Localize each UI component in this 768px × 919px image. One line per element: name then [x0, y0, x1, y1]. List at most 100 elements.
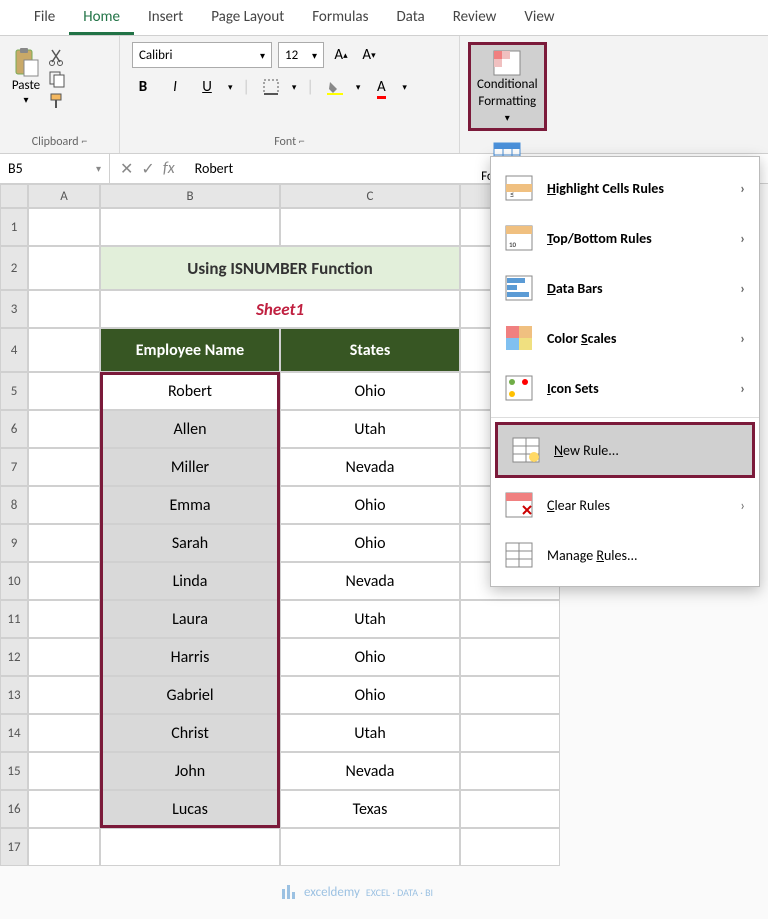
menu-data-bars[interactable]: Data Bars › — [491, 263, 759, 313]
cell-state[interactable]: Texas — [280, 790, 460, 828]
sheet-label-cell[interactable]: Sheet1 — [100, 290, 460, 328]
row-header[interactable]: 8 — [0, 486, 28, 524]
row-header[interactable]: 11 — [0, 600, 28, 638]
fill-color-button[interactable] — [324, 76, 346, 98]
font-name-select[interactable]: Calibri▾ — [132, 42, 272, 68]
cell[interactable] — [460, 828, 560, 866]
row-header[interactable]: 7 — [0, 448, 28, 486]
col-header[interactable]: C — [280, 184, 460, 208]
italic-button[interactable]: I — [164, 76, 186, 98]
row-header[interactable]: 16 — [0, 790, 28, 828]
cell[interactable] — [28, 208, 100, 246]
cell[interactable] — [28, 410, 100, 448]
row-header[interactable]: 2 — [0, 246, 28, 290]
row-header[interactable]: 13 — [0, 676, 28, 714]
cell-state[interactable]: Nevada — [280, 752, 460, 790]
cell-state[interactable]: Ohio — [280, 676, 460, 714]
cell-name[interactable]: Laura — [100, 600, 280, 638]
underline-button[interactable]: U — [196, 76, 218, 98]
title-cell[interactable]: Using ISNUMBER Function — [100, 246, 460, 290]
cancel-icon[interactable]: ✕ — [120, 159, 133, 179]
cell-name[interactable]: Linda — [100, 562, 280, 600]
enter-icon[interactable]: ✓ — [141, 159, 154, 179]
tab-insert[interactable]: Insert — [134, 0, 197, 35]
tab-file[interactable]: File — [20, 0, 69, 35]
cell[interactable] — [280, 828, 460, 866]
tab-view[interactable]: View — [510, 0, 568, 35]
row-header[interactable]: 4 — [0, 328, 28, 372]
cell[interactable] — [28, 676, 100, 714]
cell[interactable] — [28, 524, 100, 562]
cell-state[interactable]: Ohio — [280, 638, 460, 676]
cell[interactable] — [28, 486, 100, 524]
copy-icon[interactable] — [48, 70, 66, 88]
cell-name[interactable]: Sarah — [100, 524, 280, 562]
cell[interactable] — [460, 638, 560, 676]
cell[interactable] — [28, 828, 100, 866]
menu-clear-rules[interactable]: Clear Rules › — [491, 480, 759, 530]
cell-name[interactable]: Robert — [100, 372, 280, 410]
cell-state[interactable]: Utah — [280, 600, 460, 638]
cell-name[interactable]: Christ — [100, 714, 280, 752]
cell-name[interactable]: Miller — [100, 448, 280, 486]
cell[interactable] — [100, 828, 280, 866]
col-header[interactable]: A — [28, 184, 100, 208]
cell[interactable] — [460, 714, 560, 752]
cell[interactable] — [28, 752, 100, 790]
row-header[interactable]: 15 — [0, 752, 28, 790]
cell[interactable] — [28, 600, 100, 638]
cell[interactable] — [280, 208, 460, 246]
row-header[interactable]: 6 — [0, 410, 28, 448]
row-header[interactable]: 1 — [0, 208, 28, 246]
fx-icon[interactable]: fx — [163, 159, 175, 179]
cell-name[interactable]: Allen — [100, 410, 280, 448]
cell[interactable] — [100, 208, 280, 246]
menu-color-scales[interactable]: Color Scales › — [491, 313, 759, 363]
row-header[interactable]: 14 — [0, 714, 28, 752]
cell-state[interactable]: Nevada — [280, 448, 460, 486]
font-size-select[interactable]: 12▾ — [278, 42, 324, 68]
decrease-font-icon[interactable]: A▾ — [358, 44, 380, 66]
cell[interactable] — [28, 714, 100, 752]
font-color-button[interactable]: A — [370, 76, 392, 98]
row-header[interactable]: 12 — [0, 638, 28, 676]
conditional-formatting-button[interactable]: Conditional Formatting▾ — [468, 42, 547, 131]
cell-state[interactable]: Utah — [280, 714, 460, 752]
tab-home[interactable]: Home — [69, 0, 134, 35]
bold-button[interactable]: B — [132, 76, 154, 98]
row-header[interactable]: 5 — [0, 372, 28, 410]
cell[interactable] — [28, 448, 100, 486]
cell-name[interactable]: Gabriel — [100, 676, 280, 714]
cut-icon[interactable] — [48, 48, 66, 66]
select-all-corner[interactable] — [0, 184, 28, 208]
cell[interactable] — [460, 752, 560, 790]
cell[interactable] — [460, 790, 560, 828]
cell-state[interactable]: Ohio — [280, 486, 460, 524]
col-header[interactable]: B — [100, 184, 280, 208]
row-header[interactable]: 3 — [0, 290, 28, 328]
menu-highlight-cells[interactable]: ≤ Highlight Cells Rules › — [491, 163, 759, 213]
cell-state[interactable]: Utah — [280, 410, 460, 448]
increase-font-icon[interactable]: A▴ — [330, 44, 352, 66]
tab-formulas[interactable]: Formulas — [298, 0, 382, 35]
cell[interactable] — [460, 676, 560, 714]
menu-top-bottom[interactable]: 10 Top/Bottom Rules › — [491, 213, 759, 263]
format-painter-icon[interactable] — [48, 92, 66, 110]
cell-name[interactable]: Harris — [100, 638, 280, 676]
border-button[interactable] — [260, 76, 282, 98]
cell[interactable] — [28, 562, 100, 600]
row-header[interactable]: 17 — [0, 828, 28, 866]
tab-review[interactable]: Review — [439, 0, 511, 35]
header-states[interactable]: States — [280, 328, 460, 372]
cell-state[interactable]: Ohio — [280, 372, 460, 410]
tab-data[interactable]: Data — [382, 0, 438, 35]
paste-button[interactable]: Paste ▾ — [10, 42, 42, 110]
row-header[interactable]: 10 — [0, 562, 28, 600]
name-box[interactable]: B5▾ — [0, 154, 110, 183]
cell[interactable] — [460, 600, 560, 638]
row-header[interactable]: 9 — [0, 524, 28, 562]
cell[interactable] — [28, 372, 100, 410]
tab-page-layout[interactable]: Page Layout — [197, 0, 298, 35]
cell[interactable] — [28, 790, 100, 828]
cell-name[interactable]: Emma — [100, 486, 280, 524]
